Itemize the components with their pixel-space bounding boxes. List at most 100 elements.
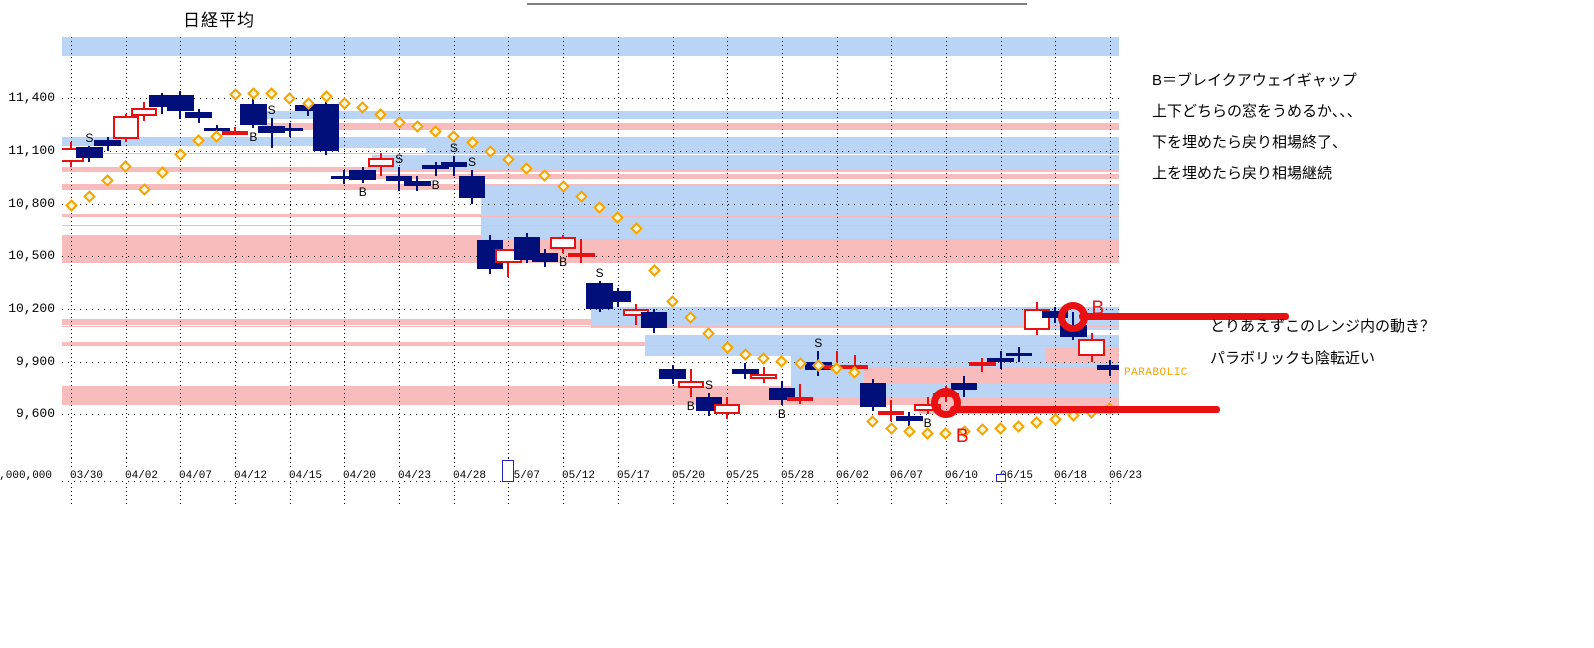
candlestick: [62, 37, 1119, 458]
gap-band-up: [371, 154, 1119, 171]
candlestick: [62, 37, 1119, 458]
candlestick: [62, 37, 1119, 458]
x-axis-tick-lower: [946, 483, 947, 505]
candlestick: [62, 37, 1119, 458]
x-axis-label: 05/12: [562, 470, 596, 482]
x-axis-tick-lower: [1001, 483, 1002, 505]
candlestick: [62, 37, 1119, 458]
candlestick: [62, 37, 1119, 458]
grid-line-vertical: [1001, 37, 1002, 458]
x-axis-tick: [290, 458, 291, 468]
chart-title: 日経平均: [183, 11, 255, 30]
candle-body: [896, 415, 923, 422]
candlestick: [62, 37, 1119, 458]
x-axis-tick: [837, 458, 838, 468]
x-axis-tick: [235, 458, 236, 468]
y-axis-label: 10,500: [8, 248, 55, 264]
grid-line-horizontal: [62, 151, 1119, 152]
x-axis-tick: [891, 458, 892, 468]
gap-edge-line: [62, 224, 1119, 226]
volume-panel-baseline: [62, 481, 1119, 482]
x-axis-tick: [782, 458, 783, 468]
grid-line-vertical: [290, 37, 291, 458]
volume-bar: [502, 460, 515, 482]
candle-body: [987, 358, 1014, 362]
x-axis-tick: [344, 458, 345, 468]
signal-marker-b: B: [249, 130, 258, 145]
candle-body: [1078, 338, 1105, 357]
x-axis-tick-lower: [344, 483, 345, 505]
x-axis-tick-lower: [180, 483, 181, 505]
candle-wick: [434, 161, 437, 176]
x-axis-tick: [618, 458, 619, 468]
signal-marker-b: B: [559, 254, 568, 269]
candle-body: [877, 410, 905, 415]
signal-marker-s: S: [449, 141, 458, 156]
x-axis-tick-lower: [1055, 483, 1056, 505]
candle-body: [1005, 352, 1032, 356]
candle-body: [112, 115, 139, 139]
grid-line-vertical: [180, 37, 181, 458]
x-axis-label: 05/07: [507, 470, 541, 482]
y-axis-label: 10,200: [8, 300, 55, 316]
candle-body: [76, 146, 103, 159]
y-axis-label: 11,100: [8, 143, 55, 159]
signal-marker-s: S: [704, 378, 713, 393]
x-axis-tick: [673, 458, 674, 468]
candle-wick: [507, 249, 510, 278]
candle-body: [732, 368, 759, 374]
candle-body: [950, 382, 978, 390]
x-axis-tick: [563, 458, 564, 468]
signal-marker-s: S: [267, 102, 276, 117]
gap-band-up: [244, 110, 1119, 120]
x-axis-label: 05/25: [726, 470, 760, 482]
candlestick: [62, 37, 1119, 458]
x-axis-label: 05/17: [617, 470, 651, 482]
x-axis-tick: [946, 458, 947, 468]
candlestick: [62, 37, 1119, 458]
x-axis-tick: [454, 458, 455, 468]
grid-line-vertical: [618, 37, 619, 458]
x-axis-tick: [1110, 458, 1111, 468]
gap-band-dn: [262, 122, 1119, 130]
candle-body: [859, 382, 887, 408]
grid-line-vertical: [891, 37, 892, 458]
candlestick: [62, 37, 1119, 458]
y-axis-label: 11,400: [8, 90, 55, 106]
annotation-note-bottom: パラボリックも陰転近い: [1210, 350, 1376, 367]
x-axis-tick-lower: [126, 483, 127, 505]
x-axis-label: 04/23: [398, 470, 432, 482]
x-axis-tick: [126, 458, 127, 468]
candlestick: [62, 37, 1119, 458]
x-axis-label: 04/15: [289, 470, 323, 482]
signal-marker-s: S: [395, 151, 404, 166]
candlestick: [62, 37, 1119, 458]
x-axis-tick-lower: [782, 483, 783, 505]
candle-body: [367, 158, 395, 167]
y-axis-label: 9,900: [15, 353, 55, 369]
signal-marker-b: B: [358, 184, 367, 199]
grid-line-vertical: [782, 37, 783, 458]
x-axis-tick: [1001, 458, 1002, 468]
x-axis-tick-lower: [290, 483, 291, 505]
gap-edge-line: [62, 325, 1119, 327]
grid-line-vertical: [454, 37, 455, 458]
candle-body: [185, 112, 212, 118]
x-axis-tick-lower: [673, 483, 674, 505]
candle-body: [276, 128, 303, 132]
x-axis-tick-lower: [563, 483, 564, 505]
signal-marker-b: B: [686, 398, 695, 413]
title-rule: [527, 3, 1027, 5]
signal-marker-s: S: [85, 130, 94, 145]
grid-line-vertical: [1110, 37, 1111, 458]
candle-body: [1096, 365, 1119, 371]
candle-body: [94, 140, 121, 146]
candle-body: [677, 380, 704, 388]
candlestick: [62, 37, 1119, 458]
x-axis-tick: [727, 458, 728, 468]
gap-band-up: [62, 37, 1119, 57]
candle-wick: [835, 350, 838, 373]
x-axis-tick: [180, 458, 181, 468]
candle-body: [203, 128, 231, 132]
range-line-upper: [1079, 312, 1290, 320]
